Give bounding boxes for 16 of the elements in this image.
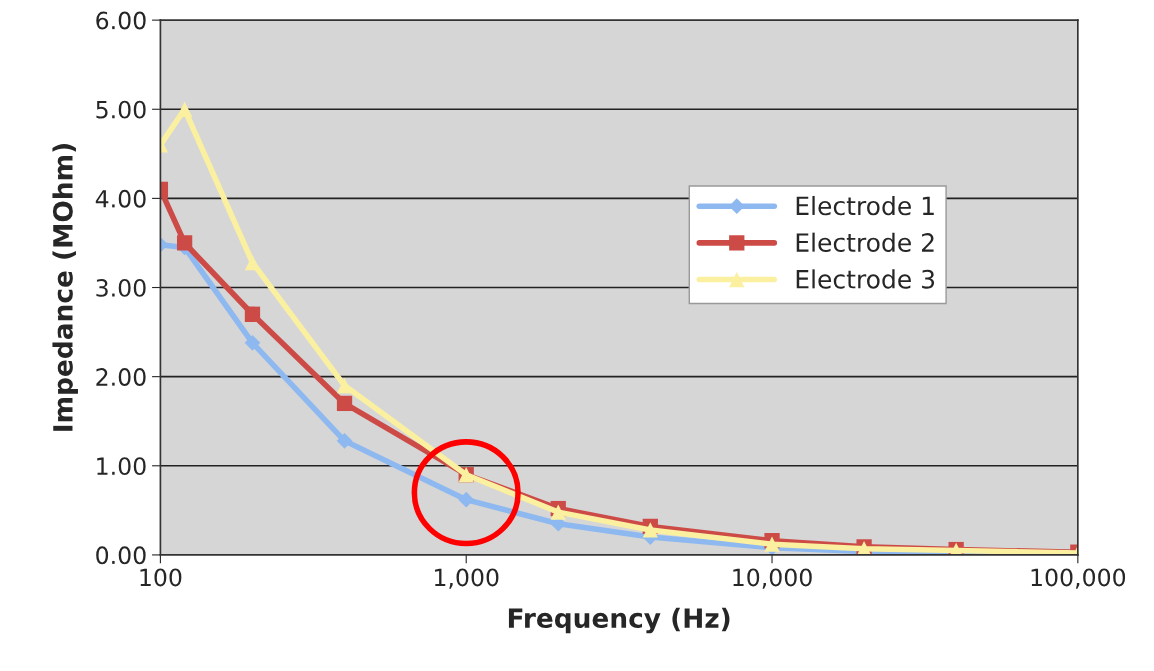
legend-label: Electrode 3 <box>796 269 935 289</box>
x-tick-label: 1,000 <box>435 568 499 589</box>
y-tick-label: 3.00 <box>96 278 146 297</box>
y-tick-label: 0.00 <box>96 546 146 565</box>
y-tick-label: 1.00 <box>97 457 146 476</box>
x-tick-label: 100,000 <box>1031 568 1126 589</box>
x-tick-label: 10,000 <box>733 568 812 589</box>
legend-label: Electrode 2 <box>796 232 934 252</box>
y-tick-label: 6.00 <box>96 11 146 30</box>
y-tick-label: 2.00 <box>96 368 146 386</box>
y-tick-label: 4.00 <box>95 189 146 208</box>
y-tick-label: 5.00 <box>96 100 146 119</box>
y-axis-title: Impedance (MOhm) <box>52 144 78 431</box>
x-axis-title: Frequency (Hz) <box>508 607 730 634</box>
legend-label: Electrode 1 <box>796 195 934 216</box>
x-tick-label: 100 <box>140 568 182 587</box>
